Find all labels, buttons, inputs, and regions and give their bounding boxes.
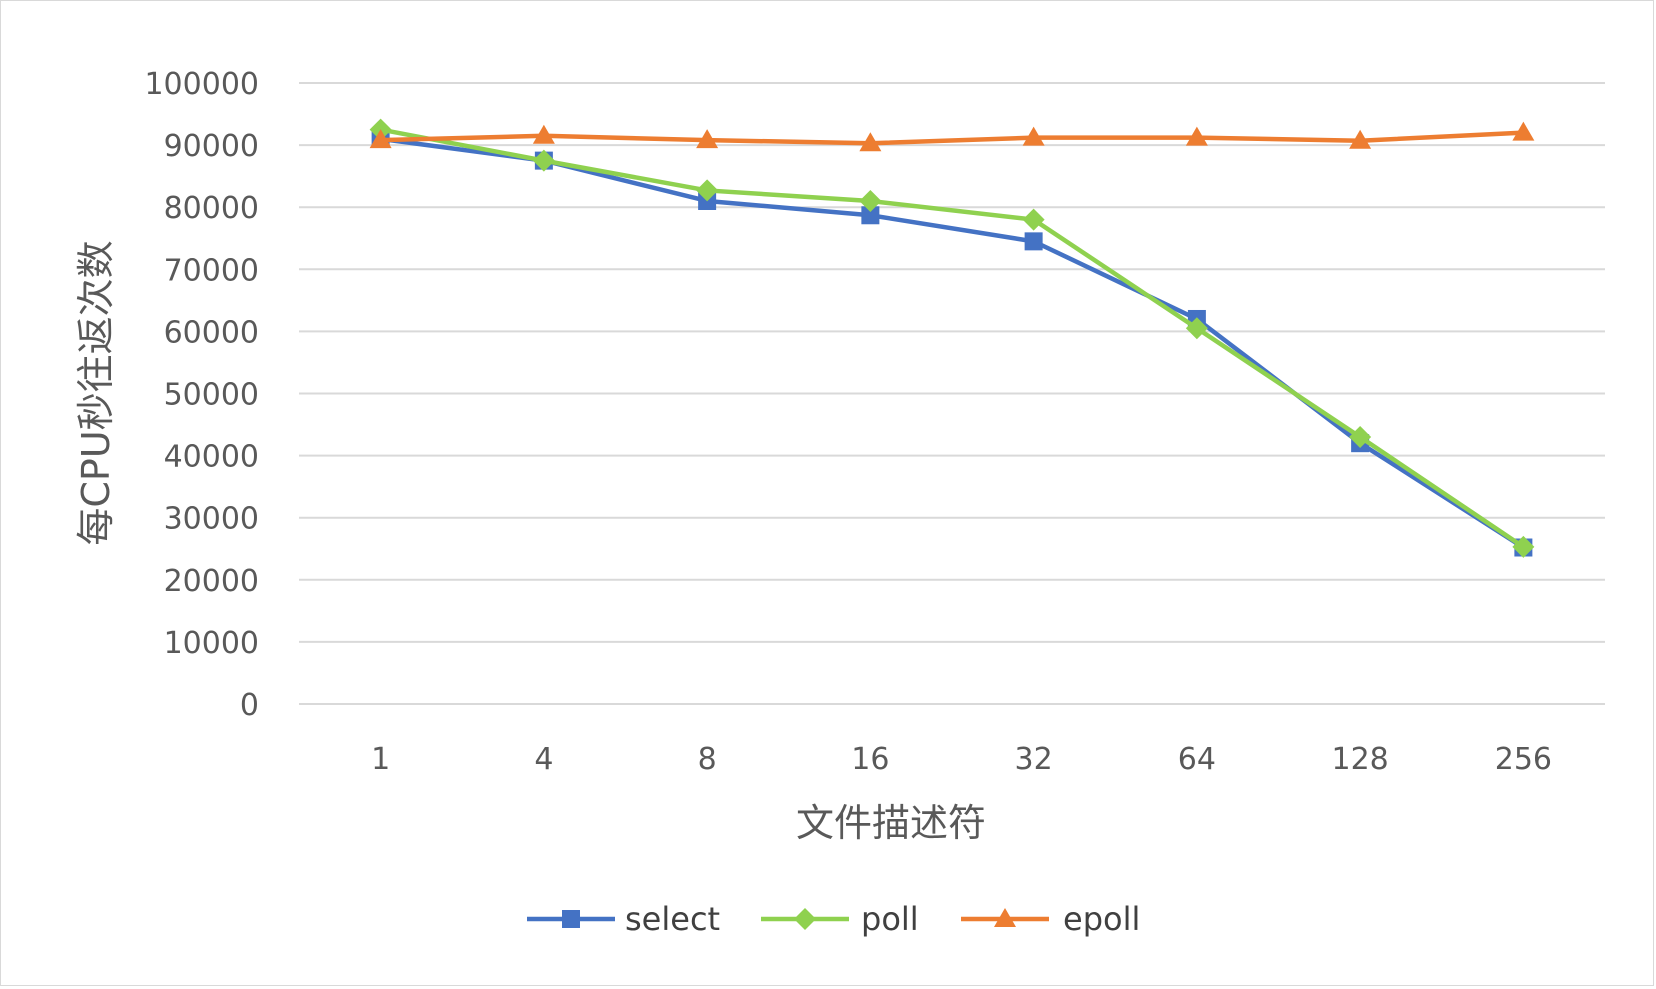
x-tick-label: 8 — [698, 742, 717, 777]
legend-item-poll: poll — [761, 900, 919, 938]
data-point-epoll — [696, 129, 719, 149]
gridlines — [299, 82, 1605, 705]
legend-marker — [994, 908, 1016, 927]
y-tick-label: 50000 — [164, 378, 259, 413]
legend-label: epoll — [1063, 900, 1140, 938]
y-tick-label: 40000 — [164, 440, 259, 475]
data-point-select — [1024, 232, 1043, 251]
series-epoll — [369, 121, 1535, 152]
y-axis-title: 每CPU秒往返次数 — [74, 240, 118, 545]
data-point-poll — [1185, 317, 1208, 340]
data-point-epoll — [859, 132, 882, 152]
series-line-epoll — [380, 130, 1524, 146]
legend-marker — [562, 910, 580, 928]
legend-item-select: select — [527, 900, 720, 938]
x-tick-label: 64 — [1178, 742, 1216, 777]
y-tick-label: 90000 — [164, 129, 259, 164]
x-tick-label: 32 — [1015, 742, 1053, 777]
legend-label: poll — [861, 900, 919, 938]
series-select — [371, 129, 1533, 557]
data-point-epoll — [369, 129, 392, 149]
series-layer — [369, 118, 1535, 558]
y-tick-label: 20000 — [164, 564, 259, 599]
data-point-poll — [1022, 208, 1045, 231]
legend: select poll epoll — [527, 900, 1140, 938]
y-tick-label: 10000 — [164, 626, 259, 661]
y-tick-label: 0 — [240, 688, 259, 723]
x-tick-label: 256 — [1495, 742, 1552, 777]
data-point-poll — [696, 179, 719, 202]
y-tick-label: 100000 — [144, 67, 259, 102]
data-point-poll — [859, 189, 882, 212]
x-tick-label: 1 — [371, 742, 390, 777]
data-point-poll — [532, 149, 555, 172]
x-axis-ticks: 1 4 8 16 32 64 128 256 — [371, 742, 1552, 777]
legend-label: select — [625, 900, 720, 938]
data-point-epoll — [532, 124, 555, 144]
legend-marker — [794, 908, 816, 930]
data-point-epoll — [1512, 121, 1535, 141]
data-point-epoll — [1022, 126, 1045, 146]
y-axis-ticks: 0 10000 20000 30000 40000 50000 60000 70000 8000… — [144, 67, 259, 723]
y-tick-label: 80000 — [164, 191, 259, 226]
x-tick-label: 4 — [534, 742, 553, 777]
data-point-poll — [1512, 535, 1535, 558]
y-tick-label: 70000 — [164, 253, 259, 288]
data-point-select — [861, 206, 880, 225]
series-line-select — [380, 136, 1525, 550]
series-poll — [369, 118, 1535, 558]
series-line-poll — [380, 127, 1525, 549]
x-tick-label: 128 — [1331, 742, 1388, 777]
legend-item-epoll: epoll — [961, 900, 1140, 938]
data-point-epoll — [1185, 126, 1208, 146]
y-tick-label: 30000 — [164, 502, 259, 537]
y-tick-label: 60000 — [164, 315, 259, 350]
x-tick-label: 16 — [851, 742, 889, 777]
x-axis-title: 文件描述符 — [796, 801, 986, 845]
data-point-poll — [1349, 425, 1372, 448]
data-point-epoll — [1349, 129, 1372, 149]
